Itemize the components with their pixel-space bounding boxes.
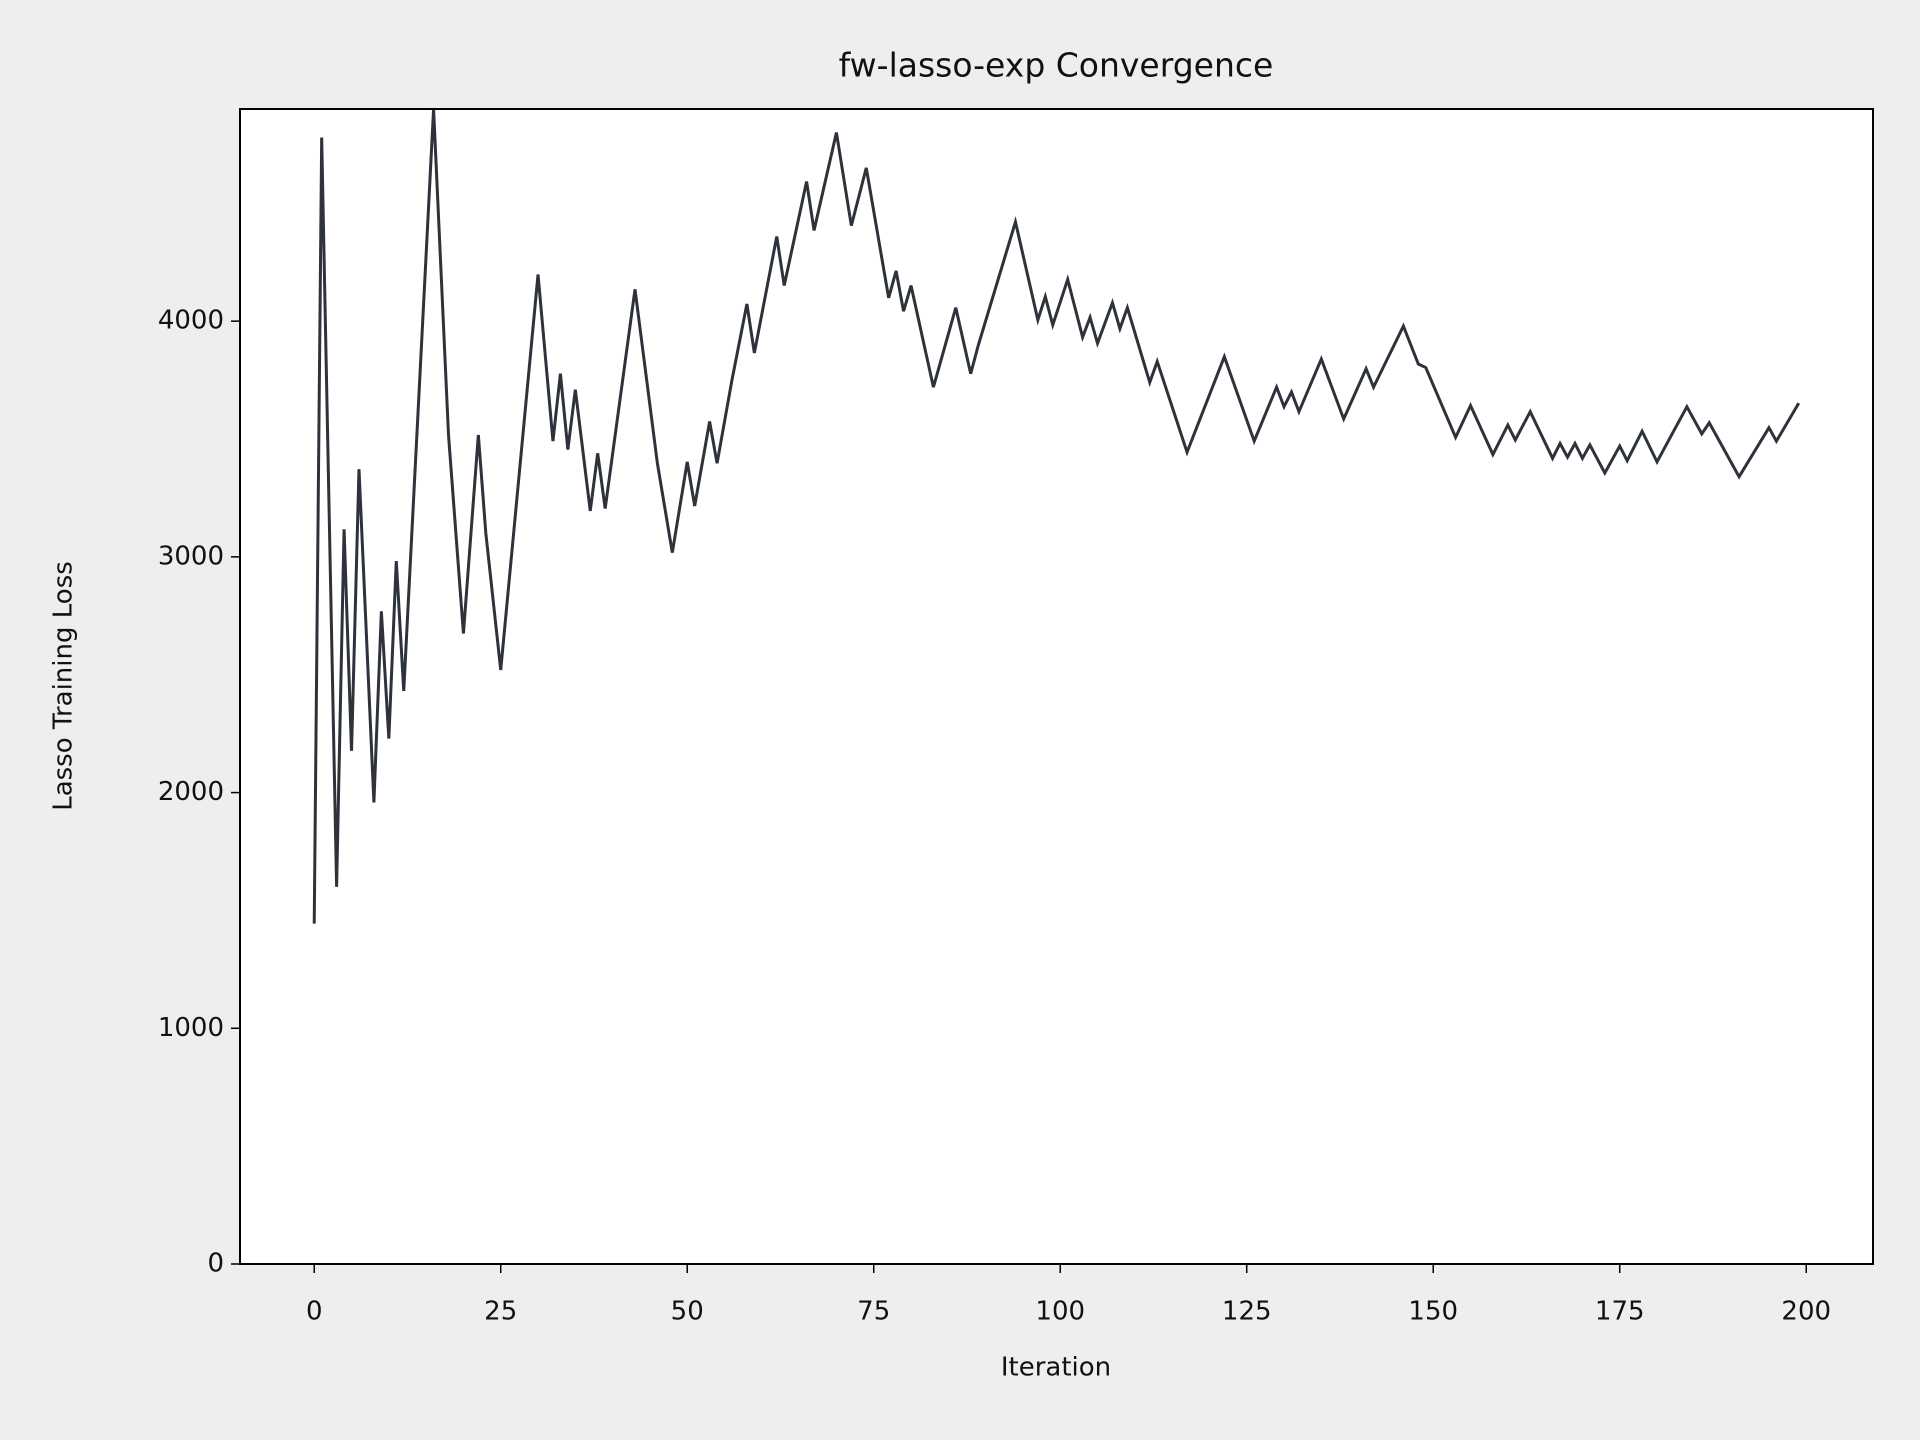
y-tick-label: 1000 — [158, 1013, 224, 1043]
y-tick-label: 4000 — [158, 306, 224, 336]
x-tick-label: 100 — [1035, 1297, 1085, 1327]
x-tick-label: 175 — [1595, 1297, 1645, 1327]
y-axis-label: Lasso Training Loss — [49, 561, 79, 811]
line-series — [312, 109, 1801, 924]
plot-frame — [239, 108, 1874, 1265]
y-tick-label: 0 — [207, 1249, 224, 1279]
x-tick-label: 150 — [1408, 1297, 1458, 1327]
x-tick-label: 200 — [1781, 1297, 1831, 1327]
x-tick-label: 125 — [1222, 1297, 1272, 1327]
y-tick-label: 3000 — [158, 541, 224, 571]
x-tick-label: 0 — [306, 1297, 323, 1327]
x-tick-label: 75 — [857, 1297, 890, 1327]
x-tick-label: 50 — [671, 1297, 704, 1327]
x-axis-label: Iteration — [1001, 1353, 1111, 1383]
y-tick-label: 2000 — [158, 777, 224, 807]
x-tick-label: 25 — [484, 1297, 517, 1327]
chart-title: fw-lasso-exp Convergence — [839, 46, 1274, 85]
plot-area — [240, 109, 1873, 1264]
